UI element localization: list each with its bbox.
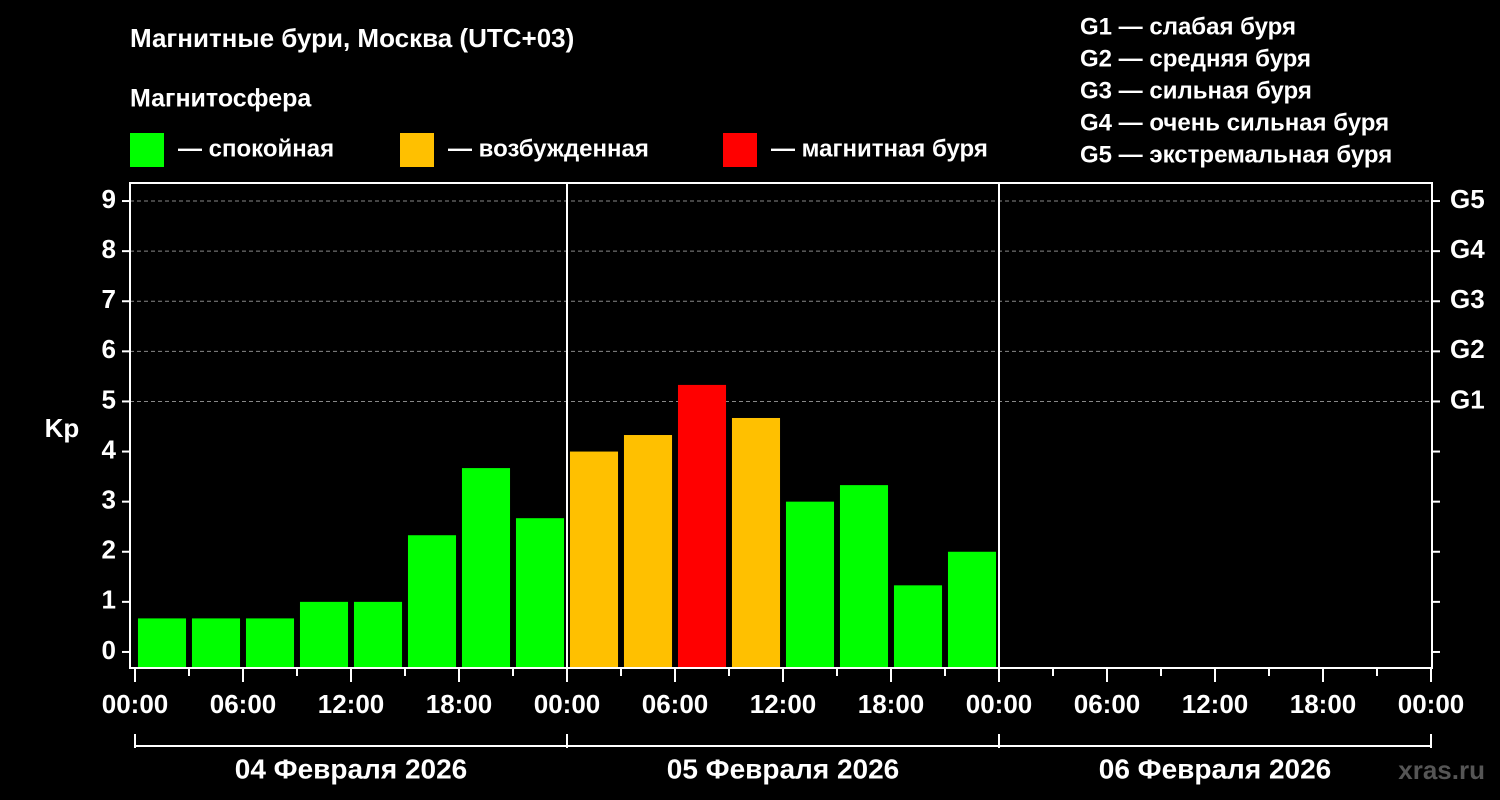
y-tick-label: 6 xyxy=(102,334,116,364)
storm-level-label: G1 — слабая буря xyxy=(1080,13,1296,40)
legend-swatch xyxy=(130,133,164,167)
y-tick-label: 0 xyxy=(102,635,116,665)
storm-level-label: G5 — экстремальная буря xyxy=(1080,141,1392,168)
y2-tick-label: G1 xyxy=(1450,384,1485,414)
y-tick-label: 9 xyxy=(102,184,116,214)
day-label: 06 Февраля 2026 xyxy=(1099,753,1331,784)
bar xyxy=(461,468,511,668)
x-tick-label: 18:00 xyxy=(858,689,925,719)
bar xyxy=(569,451,619,668)
x-tick-label: 00:00 xyxy=(966,689,1033,719)
y-tick-label: 8 xyxy=(102,234,116,264)
y-axis-label: Kp xyxy=(45,413,80,443)
y2-tick-label: G5 xyxy=(1450,184,1485,214)
bar xyxy=(137,618,187,668)
bar xyxy=(947,551,997,668)
day-label: 05 Февраля 2026 xyxy=(667,753,899,784)
storm-level-label: G3 — сильная буря xyxy=(1080,77,1312,104)
x-tick-label: 12:00 xyxy=(750,689,817,719)
legend-label: — магнитная буря xyxy=(771,135,988,162)
chart-title: Магнитные бури, Москва (UTC+03) xyxy=(130,23,574,53)
bar xyxy=(893,585,943,668)
bar xyxy=(353,601,403,668)
x-tick-label: 12:00 xyxy=(318,689,385,719)
x-tick-label: 18:00 xyxy=(426,689,493,719)
day-label: 04 Февраля 2026 xyxy=(235,753,467,784)
storm-level-label: G4 — очень сильная буря xyxy=(1080,109,1389,136)
x-tick-label: 00:00 xyxy=(102,689,169,719)
bar xyxy=(677,384,727,668)
plot-frame xyxy=(129,182,1433,669)
x-tick-label: 06:00 xyxy=(642,689,709,719)
y-tick-label: 7 xyxy=(102,284,116,314)
legend-swatch xyxy=(400,133,434,167)
legend-title: Магнитосфера xyxy=(130,85,312,113)
bar xyxy=(731,417,781,668)
x-tick-label: 12:00 xyxy=(1182,689,1249,719)
legend-label: — возбужденная xyxy=(448,135,649,162)
y-tick-label: 2 xyxy=(102,535,116,565)
legend-label: — спокойная xyxy=(178,135,334,162)
bar xyxy=(299,601,349,668)
x-tick-label: 00:00 xyxy=(534,689,601,719)
legend-swatch xyxy=(723,133,757,167)
y-tick-label: 4 xyxy=(102,434,117,464)
bar xyxy=(785,501,835,668)
bar xyxy=(839,485,889,668)
bar xyxy=(515,518,565,668)
y-tick-label: 1 xyxy=(102,585,116,615)
bar xyxy=(245,618,295,668)
x-tick-label: 06:00 xyxy=(210,689,277,719)
y2-tick-label: G4 xyxy=(1450,234,1485,264)
watermark: xras.ru xyxy=(1398,755,1485,785)
x-tick-label: 18:00 xyxy=(1290,689,1357,719)
bar xyxy=(623,435,673,668)
bar xyxy=(191,618,241,668)
x-tick-label: 00:00 xyxy=(1398,689,1465,719)
x-tick-label: 06:00 xyxy=(1074,689,1141,719)
storm-level-label: G2 — средняя буря xyxy=(1080,45,1311,72)
bar xyxy=(407,535,457,668)
y2-tick-label: G3 xyxy=(1450,284,1485,314)
y-tick-label: 5 xyxy=(102,384,116,414)
y-tick-label: 3 xyxy=(102,485,116,515)
y2-tick-label: G2 xyxy=(1450,334,1485,364)
